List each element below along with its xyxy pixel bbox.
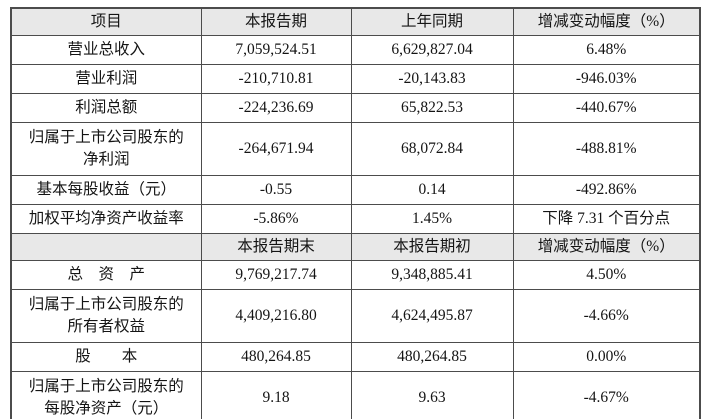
table-row-total-assets: 总 资 产 9,769,217.74 9,348,885.41 4.50% (10, 260, 701, 290)
value-cell: -5.86% (200, 204, 352, 234)
value-cell: -224,236.69 (200, 93, 352, 123)
value-cell: 480,264.85 (200, 342, 352, 372)
row-label: 营业利润 (10, 64, 202, 94)
value-cell: 9.63 (350, 371, 514, 419)
column-header-change-percent: 增减变动幅度（%） (512, 233, 701, 261)
row-label: 总 资 产 (10, 260, 202, 290)
value-cell: -4.66% (512, 289, 701, 343)
value-cell: -4.67% (512, 371, 701, 419)
row-label: 营业总收入 (10, 35, 202, 65)
row-label: 基本每股收益（元） (10, 175, 202, 205)
value-cell: 6,629,827.04 (350, 35, 514, 65)
value-cell: -264,671.94 (200, 122, 352, 176)
row-label: 股 本 (10, 342, 202, 372)
value-cell: -488.81% (512, 122, 701, 176)
row-label: 归属于上市公司股东的 所有者权益 (10, 289, 202, 343)
value-cell: 4.50% (512, 260, 701, 290)
value-cell: 480,264.85 (350, 342, 514, 372)
row-label: 归属于上市公司股东的 每股净资产（元） (10, 371, 202, 419)
value-cell: -440.67% (512, 93, 701, 123)
column-header-prior-year-period: 上年同期 (350, 7, 514, 36)
column-header-empty (10, 233, 202, 261)
column-header-period-begin: 本报告期初 (350, 233, 514, 261)
value-cell: 4,409,216.80 (200, 289, 352, 343)
table-row-basic-eps: 基本每股收益（元） -0.55 0.14 -492.86% (10, 175, 701, 205)
value-cell: 9,769,217.74 (200, 260, 352, 290)
value-cell: 9,348,885.41 (350, 260, 514, 290)
column-header-change-percent: 增减变动幅度（%） (512, 7, 701, 36)
value-cell: -492.86% (512, 175, 701, 205)
column-header-period-end: 本报告期末 (200, 233, 352, 261)
value-cell: 68,072.84 (350, 122, 514, 176)
table-row-net-assets-per-share: 归属于上市公司股东的 每股净资产（元） 9.18 9.63 -4.67% (10, 371, 701, 419)
value-cell: -946.03% (512, 64, 701, 94)
value-cell: 下降 7.31 个百分点 (512, 204, 701, 234)
row-label: 归属于上市公司股东的 净利润 (10, 122, 202, 176)
table-header-row-period-end: 本报告期末 本报告期初 增减变动幅度（%） (10, 233, 701, 261)
value-cell: 0.14 (350, 175, 514, 205)
table-row-weighted-avg-roe: 加权平均净资产收益率 -5.86% 1.45% 下降 7.31 个百分点 (10, 204, 701, 234)
value-cell: 4,624,495.87 (350, 289, 514, 343)
value-cell: -20,143.83 (350, 64, 514, 94)
column-header-current-period: 本报告期 (200, 7, 352, 36)
row-label: 加权平均净资产收益率 (10, 204, 202, 234)
value-cell: 6.48% (512, 35, 701, 65)
value-cell: 7,059,524.51 (200, 35, 352, 65)
table-row-net-profit-to-shareholders: 归属于上市公司股东的 净利润 -264,671.94 68,072.84 -48… (10, 122, 701, 176)
table-row-total-revenue: 营业总收入 7,059,524.51 6,629,827.04 6.48% (10, 35, 701, 65)
table-row-share-capital: 股 本 480,264.85 480,264.85 0.00% (10, 342, 701, 372)
financial-summary-table: 项目 本报告期 上年同期 增减变动幅度（%） 营业总收入 7,059,524.5… (10, 7, 701, 419)
table-row-total-profit: 利润总额 -224,236.69 65,822.53 -440.67% (10, 93, 701, 123)
value-cell: 1.45% (350, 204, 514, 234)
column-header-item: 项目 (10, 7, 202, 36)
value-cell: 65,822.53 (350, 93, 514, 123)
value-cell: -0.55 (200, 175, 352, 205)
value-cell: 0.00% (512, 342, 701, 372)
row-label: 利润总额 (10, 93, 202, 123)
table-row-owners-equity-to-shareholders: 归属于上市公司股东的 所有者权益 4,409,216.80 4,624,495.… (10, 289, 701, 343)
table-row-operating-profit: 营业利润 -210,710.81 -20,143.83 -946.03% (10, 64, 701, 94)
table-header-row-period: 项目 本报告期 上年同期 增减变动幅度（%） (10, 7, 701, 36)
value-cell: -210,710.81 (200, 64, 352, 94)
value-cell: 9.18 (200, 371, 352, 419)
